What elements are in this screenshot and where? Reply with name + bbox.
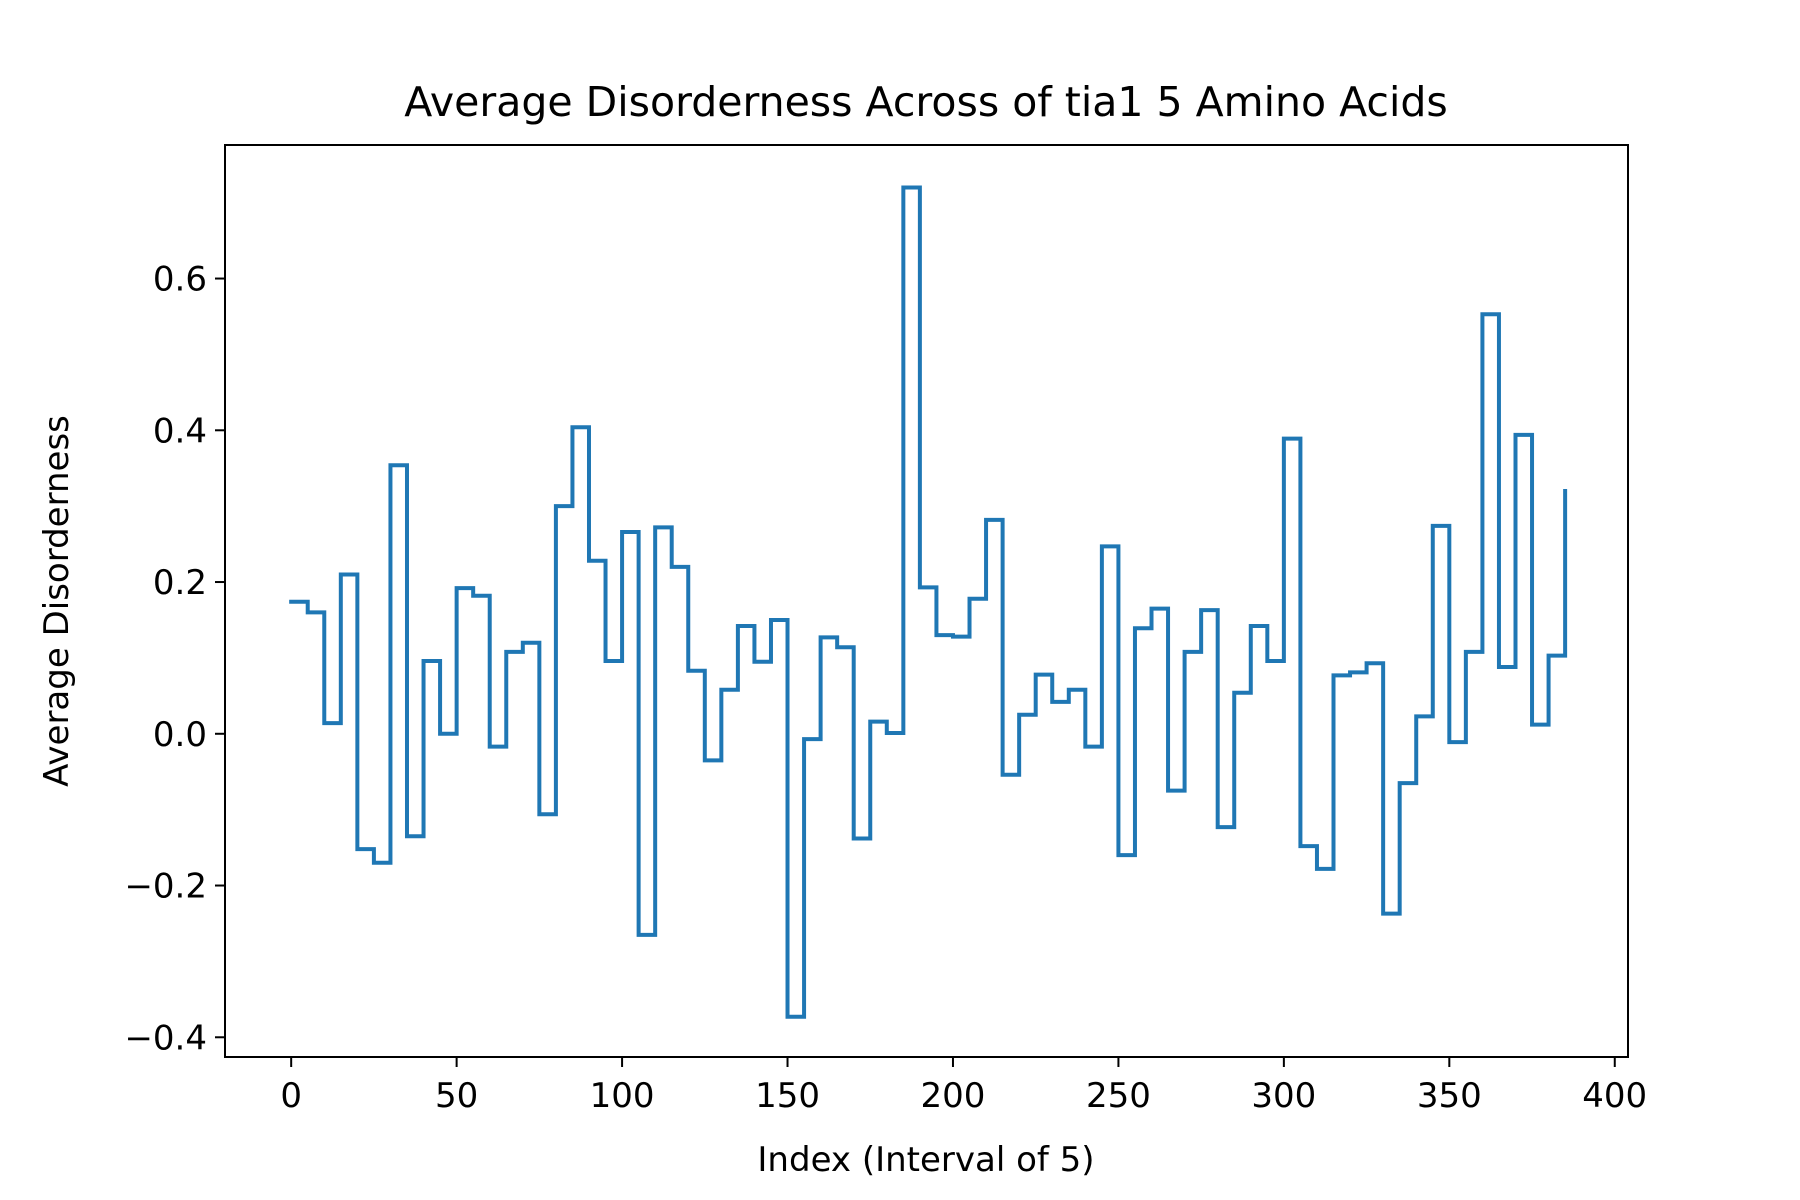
x-axis-label: Index (Interval of 5) (757, 1140, 1094, 1180)
x-tick-label: 0 (280, 1076, 302, 1116)
x-tick-label: 50 (435, 1076, 478, 1116)
x-tick-label: 250 (1086, 1076, 1151, 1116)
x-tick-label: 300 (1251, 1076, 1316, 1116)
x-tick-label: 100 (590, 1076, 655, 1116)
x-tick-label: 200 (921, 1076, 986, 1116)
x-tick-label: 150 (755, 1076, 820, 1116)
y-axis-label: Average Disorderness (37, 415, 77, 787)
y-tick-label: −0.2 (124, 867, 207, 907)
y-tick-label: 0.2 (153, 563, 207, 603)
plot-area (289, 185, 1568, 1019)
y-tick-label: −0.4 (124, 1018, 207, 1058)
axis-ticks: 0 50 100 150 200 250 300 350 400 −0.4 −0.2 0.0 0.2 0.… (124, 260, 1647, 1116)
series-line (289, 185, 1568, 1019)
axes-frame (224, 144, 1629, 1058)
x-tick-label: 350 (1417, 1076, 1482, 1116)
y-tick-label: 0.4 (153, 411, 207, 451)
x-tick-label: 400 (1582, 1076, 1647, 1116)
y-tick-label: 0.6 (153, 260, 207, 300)
chart-title: Average Disorderness Across of tia1 5 Am… (404, 78, 1447, 126)
y-tick-label: 0.0 (153, 715, 207, 755)
